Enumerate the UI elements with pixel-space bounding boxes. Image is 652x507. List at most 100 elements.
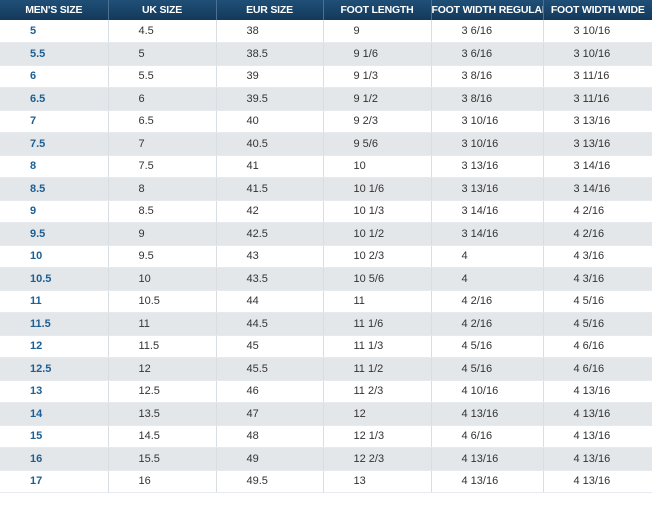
foot-width-regular-cell: 4 13/16 (431, 402, 544, 426)
foot-length-cell: 11 1/2 (323, 357, 432, 381)
table-row: 8.5 8 41.5 10 1/6 3 13/16 3 14/16 (0, 177, 652, 201)
foot-width-wide-cell: 4 3/16 (543, 267, 652, 291)
table-row: 8 7.5 41 10 3 13/16 3 14/16 (0, 155, 652, 178)
foot-width-regular-cell: 3 10/16 (431, 110, 544, 133)
foot-length-cell: 12 (323, 402, 432, 426)
mens-size-cell: 10 (0, 245, 109, 268)
foot-length-cell: 11 2/3 (323, 380, 432, 403)
header-foot-width-regular: FOOT WIDTH REGULAR (431, 0, 544, 20)
uk-size-cell: 8 (108, 177, 217, 201)
foot-length-cell: 11 1/6 (323, 312, 432, 336)
mens-size-cell: 5 (0, 20, 109, 43)
foot-width-wide-cell: 4 13/16 (543, 447, 652, 471)
table-row: 9 8.5 42 10 1/3 3 14/16 4 2/16 (0, 200, 652, 223)
foot-width-wide-cell: 4 2/16 (543, 200, 652, 223)
uk-size-cell: 10 (108, 267, 217, 291)
eur-size-cell: 49.5 (216, 470, 324, 493)
foot-width-wide-cell: 4 13/16 (543, 425, 652, 448)
uk-size-cell: 11.5 (108, 335, 217, 358)
table-row: 7.5 7 40.5 9 5/6 3 10/16 3 13/16 (0, 132, 652, 156)
eur-size-cell: 45 (216, 335, 324, 358)
foot-length-cell: 10 1/3 (323, 200, 432, 223)
foot-width-regular-cell: 4 (431, 267, 544, 291)
eur-size-cell: 47 (216, 402, 324, 426)
header-eur-size: EUR SIZE (216, 0, 324, 20)
header-row: MEN'S SIZE UK SIZE EUR SIZE FOOT LENGTH … (0, 0, 652, 20)
foot-width-wide-cell: 4 5/16 (543, 290, 652, 313)
size-chart-table: MEN'S SIZE UK SIZE EUR SIZE FOOT LENGTH … (0, 0, 652, 493)
foot-width-wide-cell: 3 10/16 (543, 20, 652, 43)
table-row: 11 10.5 44 11 4 2/16 4 5/16 (0, 290, 652, 313)
table-row: 9.5 9 42.5 10 1/2 3 14/16 4 2/16 (0, 222, 652, 246)
foot-width-regular-cell: 3 13/16 (431, 155, 544, 178)
foot-width-regular-cell: 3 10/16 (431, 132, 544, 156)
foot-length-cell: 12 1/3 (323, 425, 432, 448)
foot-length-cell: 12 2/3 (323, 447, 432, 471)
table-row: 13 12.5 46 11 2/3 4 10/16 4 13/16 (0, 380, 652, 403)
uk-size-cell: 5.5 (108, 65, 217, 88)
mens-size-cell: 11.5 (0, 312, 109, 336)
foot-width-regular-cell: 4 2/16 (431, 290, 544, 313)
mens-size-cell: 9.5 (0, 222, 109, 246)
foot-width-regular-cell: 3 6/16 (431, 20, 544, 43)
table-row: 10.5 10 43.5 10 5/6 4 4 3/16 (0, 267, 652, 291)
foot-width-regular-cell: 3 8/16 (431, 65, 544, 88)
eur-size-cell: 41 (216, 155, 324, 178)
foot-width-wide-cell: 4 13/16 (543, 380, 652, 403)
eur-size-cell: 41.5 (216, 177, 324, 201)
eur-size-cell: 39 (216, 65, 324, 88)
table-row: 7 6.5 40 9 2/3 3 10/16 3 13/16 (0, 110, 652, 133)
eur-size-cell: 38 (216, 20, 324, 43)
uk-size-cell: 11 (108, 312, 217, 336)
mens-size-cell: 17 (0, 470, 109, 493)
foot-length-cell: 13 (323, 470, 432, 493)
foot-width-wide-cell: 4 6/16 (543, 335, 652, 358)
table-body: 5 4.5 38 9 3 6/16 3 10/16 5.5 5 38.5 9 1/6 3 6/16 3… (0, 20, 652, 493)
table-row: 5 4.5 38 9 3 6/16 3 10/16 (0, 20, 652, 43)
foot-length-cell: 10 1/2 (323, 222, 432, 246)
mens-size-cell: 14 (0, 402, 109, 426)
mens-size-cell: 10.5 (0, 267, 109, 291)
mens-size-cell: 11 (0, 290, 109, 313)
uk-size-cell: 9.5 (108, 245, 217, 268)
foot-width-wide-cell: 3 11/16 (543, 87, 652, 111)
foot-width-regular-cell: 4 13/16 (431, 470, 544, 493)
table-row: 12.5 12 45.5 11 1/2 4 5/16 4 6/16 (0, 357, 652, 381)
eur-size-cell: 44.5 (216, 312, 324, 336)
mens-size-cell: 9 (0, 200, 109, 223)
uk-size-cell: 8.5 (108, 200, 217, 223)
foot-width-regular-cell: 4 5/16 (431, 335, 544, 358)
foot-width-regular-cell: 3 6/16 (431, 42, 544, 66)
uk-size-cell: 13.5 (108, 402, 217, 426)
uk-size-cell: 14.5 (108, 425, 217, 448)
eur-size-cell: 46 (216, 380, 324, 403)
eur-size-cell: 42 (216, 200, 324, 223)
foot-length-cell: 10 (323, 155, 432, 178)
uk-size-cell: 7.5 (108, 155, 217, 178)
table-row: 12 11.5 45 11 1/3 4 5/16 4 6/16 (0, 335, 652, 358)
uk-size-cell: 6 (108, 87, 217, 111)
table-row: 15 14.5 48 12 1/3 4 6/16 4 13/16 (0, 425, 652, 448)
table-row: 6.5 6 39.5 9 1/2 3 8/16 3 11/16 (0, 87, 652, 111)
eur-size-cell: 43.5 (216, 267, 324, 291)
foot-width-wide-cell: 4 3/16 (543, 245, 652, 268)
foot-width-wide-cell: 4 13/16 (543, 402, 652, 426)
uk-size-cell: 6.5 (108, 110, 217, 133)
foot-length-cell: 9 1/3 (323, 65, 432, 88)
foot-length-cell: 10 2/3 (323, 245, 432, 268)
header-foot-length: FOOT LENGTH (323, 0, 432, 20)
foot-width-wide-cell: 3 13/16 (543, 110, 652, 133)
eur-size-cell: 38.5 (216, 42, 324, 66)
table-row: 10 9.5 43 10 2/3 4 4 3/16 (0, 245, 652, 268)
eur-size-cell: 39.5 (216, 87, 324, 111)
foot-width-wide-cell: 3 14/16 (543, 155, 652, 178)
eur-size-cell: 44 (216, 290, 324, 313)
mens-size-cell: 15 (0, 425, 109, 448)
uk-size-cell: 15.5 (108, 447, 217, 471)
foot-length-cell: 10 1/6 (323, 177, 432, 201)
uk-size-cell: 4.5 (108, 20, 217, 43)
uk-size-cell: 9 (108, 222, 217, 246)
foot-length-cell: 9 1/2 (323, 87, 432, 111)
foot-length-cell: 10 5/6 (323, 267, 432, 291)
foot-width-wide-cell: 4 6/16 (543, 357, 652, 381)
